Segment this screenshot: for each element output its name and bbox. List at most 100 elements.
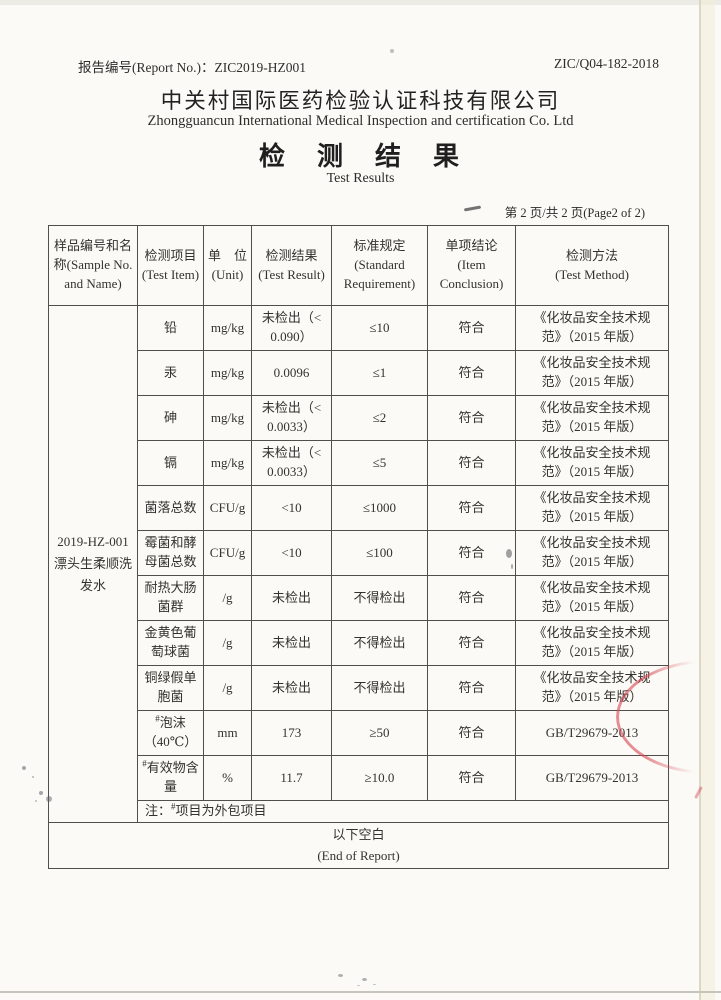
conclusion-cell: 符合 [427, 350, 516, 396]
unit-cell: mg/kg [203, 350, 252, 396]
method-cell: 《化妆品安全技术规范》（2015 年版） [515, 485, 669, 531]
end-of-report-row: 以下空白 (End of Report) [48, 822, 669, 869]
results-table: 样品编号和名称(Sample No. and Name) 检测项目 (Test I… [48, 225, 669, 869]
header-label-en: (Test Method) [555, 266, 629, 282]
conclusion-cell: 符合 [427, 620, 516, 666]
table-row: 耐热大肠菌群/g 未检出 不得检出 符合 《化妆品安全技术规范》（2015 年版） [49, 575, 669, 621]
standard-cell: 不得检出 [331, 575, 428, 621]
method-cell: 《化妆品安全技术规范》（2015 年版） [515, 665, 669, 711]
unit-cell: /g [203, 575, 252, 621]
table-row: 菌落总数 CFU/g <10 ≤1000 符合 《化妆品安全技术规范》（2015 年版） [49, 485, 669, 531]
method-cell: 《化妆品安全技术规范》（2015 年版） [515, 440, 669, 486]
standard-cell: ≤2 [331, 395, 428, 441]
page-title-en: Test Results [326, 171, 395, 186]
header-standard-requirement: 标准规定 (Standard Requirement) [331, 225, 428, 306]
result-cell: <10 [251, 485, 332, 531]
header-test-item: 检测项目 (Test Item) [137, 225, 204, 306]
result-cell: 11.7 [251, 755, 332, 801]
item-cell: 砷 [137, 395, 204, 441]
end-of-report-cn: 以下空白 [332, 827, 385, 842]
table-row: #有效物含量% 11.7 ≥10.0 符合 GB/T29679-2013 [49, 755, 669, 801]
page-title-cn: 检 测 结 果 [258, 142, 462, 171]
result-cell: 未检出 [251, 620, 332, 666]
result-cell: 未检出（< 0.090） [251, 305, 332, 351]
report-number-line: 报告编号(Report No.)：ZIC2019-HZ001 ZIC/Q04-1… [78, 56, 659, 76]
standard-cell: ≥50 [331, 710, 428, 756]
item-cell: 铅 [137, 305, 204, 351]
method-cell: GB/T29679-2013 [515, 755, 669, 801]
item-cell: 铜绿假单胞菌 [137, 665, 204, 711]
header-label: 标准规定 [353, 238, 406, 254]
standard-cell: ≤10 [331, 305, 428, 351]
method-cell: 《化妆品安全技术规范》（2015 年版） [515, 530, 669, 576]
scan-smudge [506, 549, 512, 558]
header-label-en: (Item Conclusion) [439, 257, 504, 291]
table-row: #泡沫（40℃） mm 173 ≥50 符合 GB/T29679-2013 [49, 710, 669, 756]
sample-cell: 2019-HZ-001 漂头生柔顺洗发水 [48, 305, 138, 823]
header-test-result: 检测结果 (Test Result) [251, 225, 332, 306]
conclusion-cell: 符合 [427, 710, 516, 756]
scan-smudge [338, 974, 343, 977]
table-row: 镉 mg/kg 未检出（< 0.0033） ≤5 符合 《化妆品安全技术规范》（2015 … [49, 440, 669, 486]
unit-cell: /g [203, 665, 252, 711]
conclusion-cell: 符合 [427, 665, 516, 711]
unit-cell: /g [203, 620, 252, 666]
conclusion-cell: 符合 [427, 440, 516, 486]
unit-cell: mg/kg [203, 305, 252, 351]
item-cell: 菌落总数 [137, 485, 204, 531]
company-name-en: Zhongguancun International Medical Inspe… [147, 113, 574, 129]
company-name-cn: 中关村国际医药检验认证科技有限公司 [160, 89, 561, 113]
paper-crease-line [699, 0, 701, 1000]
page-indicator: 第 2 页/共 2 页(Page2 of 2) [504, 206, 645, 220]
method-cell: 《化妆品安全技术规范》（2015 年版） [515, 305, 669, 351]
result-cell: 未检出 [251, 575, 332, 621]
standard-cell: ≤1 [331, 350, 428, 396]
document-code: ZIC/Q04-182-2018 [554, 56, 659, 71]
table-row: 霉菌和酵母菌总数 CFU/g <10 ≤100 符合 《化妆品安全技术规范》（2015 年… [49, 530, 669, 576]
outsourced-mark: # [155, 713, 160, 724]
paper-edge-bottom [0, 991, 721, 993]
note-prefix: 注： [145, 803, 172, 819]
result-cell: 未检出（< 0.0033） [251, 440, 332, 486]
report-number: 报告编号(Report No.)：ZIC2019-HZ001 [78, 56, 306, 76]
note-cell: 注：#项目为外包项目 [137, 800, 669, 823]
header-sample-label: 样品编号和名称(Sample No. and Name) [53, 238, 133, 291]
table-header-row: 样品编号和名称(Sample No. and Name) 检测项目 (Test I… [48, 225, 669, 306]
result-cell: 0.0096 [251, 350, 332, 396]
standard-cell: 不得检出 [331, 665, 428, 711]
header-label: 单 位 [207, 247, 247, 263]
item-cell: 金黄色葡萄球菌 [137, 620, 204, 666]
method-cell: 《化妆品安全技术规范》（2015 年版） [515, 395, 669, 441]
item-cell: #有效物含量 [137, 755, 204, 801]
header-label-en: (Standard Requirement) [343, 257, 416, 291]
note-text: 项目为外包项目 [175, 803, 267, 819]
unit-cell: CFU/g [203, 530, 252, 576]
result-cell: 未检出 [251, 665, 332, 711]
item-cell: 耐热大肠菌群 [137, 575, 204, 621]
end-of-report-en: (End of Report) [317, 848, 400, 864]
table-body: 2019-HZ-001 漂头生柔顺洗发水铅 mg/kg 未检出（< 0.090） ≤10… [48, 305, 669, 823]
standard-cell: ≥10.0 [331, 755, 428, 801]
header-label-en: (Unit) [211, 266, 244, 282]
header-label-en: (Test Item) [141, 266, 200, 282]
item-cell: #泡沫（40℃） [137, 710, 204, 756]
standard-cell: ≤100 [331, 530, 428, 576]
unit-cell: CFU/g [203, 485, 252, 531]
paper-edge-right [701, 0, 715, 1000]
conclusion-cell: 符合 [427, 395, 516, 441]
report-number-value: ZIC2019-HZ001 [214, 60, 306, 75]
table-row: 汞 mg/kg 0.0096 ≤1 符合 《化妆品安全技术规范》（2015 年版） [49, 350, 669, 396]
table-row: 金黄色葡萄球菌/g 未检出 不得检出 符合 《化妆品安全技术规范》（2015 年版） [49, 620, 669, 666]
conclusion-cell: 符合 [427, 530, 516, 576]
unit-cell: % [203, 755, 252, 801]
standard-cell: 不得检出 [331, 620, 428, 666]
header-sample: 样品编号和名称(Sample No. and Name) [48, 225, 138, 306]
method-cell: 《化妆品安全技术规范》（2015 年版） [515, 620, 669, 666]
outsourced-mark: # [142, 758, 147, 769]
item-cell: 霉菌和酵母菌总数 [137, 530, 204, 576]
result-cell: <10 [251, 530, 332, 576]
unit-cell: mg/kg [203, 440, 252, 486]
table-row: 砷 mg/kg 未检出（< 0.0033） ≤2 符合 《化妆品安全技术规范》（2015 … [49, 395, 669, 441]
header-label: 单项结论 [445, 238, 498, 254]
